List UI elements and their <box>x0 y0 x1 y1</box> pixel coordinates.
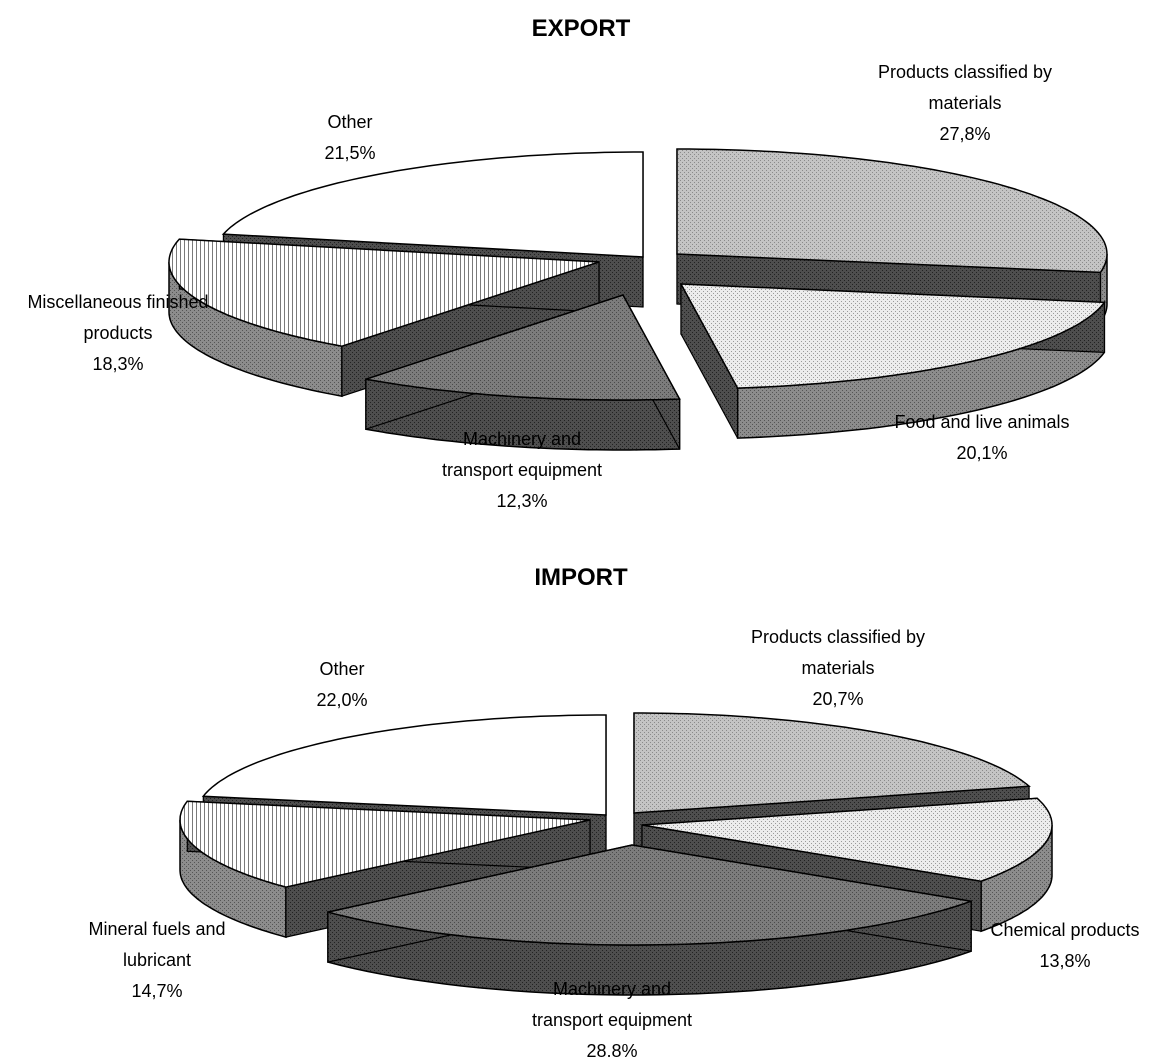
import-label-text-machinery: Machinery and <box>553 979 671 999</box>
export-label-materials: Products classified by materials 27,8% <box>878 62 1052 144</box>
export-label-value-materials: 27,8% <box>939 124 990 144</box>
import-label-value-second: 13,8% <box>1039 951 1090 971</box>
export-label-second: Food and live animals 20,1% <box>894 412 1069 463</box>
import-label-value-materials: 20,7% <box>812 689 863 709</box>
export-chart-title: EXPORT <box>532 15 631 42</box>
export-label-text-second: Food and live animals <box>894 412 1069 432</box>
export-label-value-other: 21,5% <box>324 143 375 163</box>
import-chart: IMPORT Products classified by materials 20… <box>88 564 1139 1057</box>
export-chart: EXPORT Products classified by materials 27… <box>27 15 1108 511</box>
import-chart-title: IMPORT <box>534 564 628 591</box>
export-label-machinery: Machinery and transport equipment 12,3% <box>442 429 602 511</box>
export-label-text-materials: materials <box>928 93 1001 113</box>
import-label-text-other: Other <box>319 659 364 679</box>
export-label-text-fourth: products <box>83 323 152 343</box>
import-slice-top-materials <box>633 712 1031 814</box>
import-label-text-fourth: Mineral fuels and <box>88 919 225 939</box>
export-label-value-fourth: 18,3% <box>92 354 143 374</box>
import-slice-top-machinery <box>327 844 972 946</box>
export-slice-top-other <box>221 151 644 258</box>
import-label-other: Other 22,0% <box>316 659 367 710</box>
import-slices <box>179 712 1053 996</box>
import-labels: Products classified by materials 20,7% Chem… <box>88 627 1139 1057</box>
export-label-other: Other 21,5% <box>324 112 375 163</box>
export-slice-top-second <box>679 283 1106 389</box>
export-slice-machinery <box>365 294 681 451</box>
import-label-materials: Products classified by materials 20,7% <box>751 627 925 709</box>
export-label-value-second: 20,1% <box>956 443 1007 463</box>
import-label-value-machinery: 28,8% <box>586 1041 637 1057</box>
export-label-text-machinery: transport equipment <box>442 460 602 480</box>
export-slice-second <box>679 283 1106 439</box>
import-label-second: Chemical products 13,8% <box>990 920 1139 971</box>
import-slice-machinery <box>327 844 972 996</box>
export-label-text-materials: Products classified by <box>878 62 1052 82</box>
export-labels: Products classified by materials 27,8% Food… <box>27 62 1069 511</box>
import-slice-top-second <box>641 797 1053 882</box>
import-label-fourth: Mineral fuels and lubricant 14,7% <box>88 919 225 1001</box>
import-label-text-fourth: lubricant <box>123 950 191 970</box>
import-label-machinery: Machinery and transport equipment 28,8% <box>532 979 692 1057</box>
import-label-text-materials: materials <box>801 658 874 678</box>
import-label-text-second: Chemical products <box>990 920 1139 940</box>
export-label-text-fourth: Miscellaneous finished <box>27 292 208 312</box>
export-slice-top-fourth <box>168 238 600 347</box>
import-label-value-fourth: 14,7% <box>131 981 182 1001</box>
export-label-text-other: Other <box>327 112 372 132</box>
export-label-fourth: Miscellaneous finished products 18,3% <box>27 292 208 374</box>
export-label-text-machinery: Machinery and <box>463 429 581 449</box>
export-slice-top-machinery <box>365 294 681 401</box>
import-slice-top-fourth <box>179 800 591 888</box>
export-slice-fourth <box>168 238 600 398</box>
export-slice-top-materials <box>676 148 1108 274</box>
import-label-text-materials: Products classified by <box>751 627 925 647</box>
import-label-text-machinery: transport equipment <box>532 1010 692 1030</box>
import-label-value-other: 22,0% <box>316 690 367 710</box>
export-label-value-machinery: 12,3% <box>496 491 547 511</box>
export-slices <box>168 148 1108 451</box>
import-slice-top-other <box>201 714 607 816</box>
